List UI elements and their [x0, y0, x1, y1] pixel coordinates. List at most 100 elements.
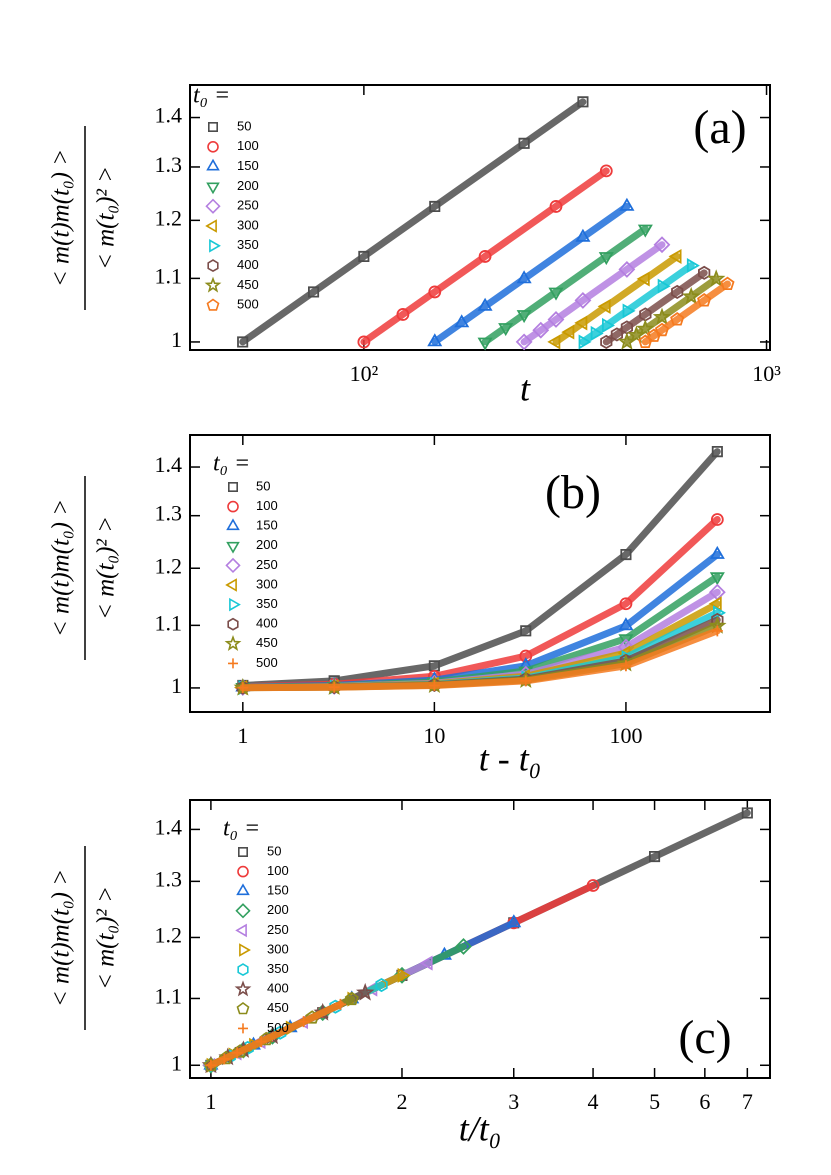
x-tick-label: 100 [609, 723, 642, 748]
plot-frame [189, 84, 771, 351]
legend-label: 200 [267, 902, 289, 917]
marker [586, 879, 600, 892]
marker [657, 278, 671, 294]
marker [298, 1016, 310, 1028]
legend-marker [225, 557, 241, 574]
x-tick-label: 10³ [752, 361, 781, 386]
marker [397, 967, 411, 983]
plot-frame [189, 434, 771, 713]
marker [698, 265, 711, 280]
y-tick-label: 1 [171, 673, 182, 698]
legend-label: 400 [237, 257, 259, 272]
legend-label: 500 [256, 655, 278, 670]
marker [516, 270, 532, 284]
panel-label: (b) [545, 466, 601, 519]
marker [708, 596, 722, 612]
marker [358, 250, 370, 262]
marker [741, 807, 753, 819]
legend-label: 200 [237, 178, 259, 193]
marker [574, 292, 592, 309]
y-label-numerator: < m(t)m(t₀) > [48, 149, 75, 287]
legend-marker [236, 883, 250, 896]
marker [598, 252, 614, 266]
marker [654, 322, 670, 337]
legend-marker [228, 482, 238, 492]
legend-marker [226, 518, 240, 531]
legend-label: 400 [267, 981, 289, 996]
legend-marker [227, 500, 239, 513]
y-tick-label: 1.3 [155, 866, 183, 891]
marker [637, 224, 653, 238]
marker [618, 634, 634, 648]
legend-label: 100 [256, 498, 278, 513]
legend-title: t₀ = [223, 816, 260, 842]
marker [602, 317, 615, 333]
marker [419, 955, 433, 971]
x-tick-label: 4 [588, 1089, 599, 1114]
series-band [579, 262, 695, 346]
legend-marker [204, 276, 222, 293]
y-tick-label: 1.3 [155, 152, 183, 177]
series-band [360, 167, 610, 346]
legend-marker [206, 158, 220, 171]
marker [344, 991, 359, 1006]
marker [506, 914, 522, 928]
panel: 1 10 100 1 1.1 1.2 1.3 1.4 t₀ = 50 100 150 200 250 300… [48, 434, 771, 778]
legend-label: 500 [237, 297, 259, 312]
y-label-denominator: < m(t₀)² > [93, 516, 120, 620]
y-axis-label: < m(t)m(t₀) > < m(t₀)² > [48, 126, 120, 310]
marker [547, 334, 561, 350]
marker [548, 287, 564, 301]
legend-marker [235, 903, 251, 919]
marker [578, 334, 592, 350]
legend-label: 350 [256, 596, 278, 611]
marker [255, 1036, 267, 1048]
legend-marker [224, 635, 242, 651]
legend-label: 450 [256, 635, 278, 650]
y-label-denominator: < m(t₀)² > [93, 166, 120, 270]
marker [396, 308, 410, 321]
marker [231, 1047, 243, 1059]
marker [427, 333, 443, 347]
y-tick-label: 1 [171, 1050, 182, 1075]
marker [619, 197, 635, 211]
marker [237, 682, 249, 694]
legend-label: 150 [267, 883, 289, 898]
marker [711, 625, 723, 637]
marker [697, 292, 712, 307]
y-tick-label: 1.3 [155, 501, 183, 526]
x-tick-label: 7 [742, 1089, 753, 1114]
legend-marker [206, 298, 220, 311]
marker [429, 200, 441, 212]
marker [477, 297, 493, 311]
panel-label: (a) [693, 101, 746, 154]
x-tick-label: 2 [396, 1089, 407, 1114]
y-tick-label: 1.4 [155, 814, 183, 839]
legend-marker [205, 198, 221, 214]
marker [618, 617, 634, 631]
marker [520, 625, 532, 637]
legend-label: 100 [237, 138, 259, 153]
legend-label: 50 [237, 118, 251, 133]
marker [708, 583, 726, 601]
series-band [207, 1000, 344, 1069]
marker [682, 286, 701, 305]
marker [686, 258, 700, 274]
marker [428, 285, 442, 299]
legend-label: 150 [237, 158, 259, 173]
marker [649, 851, 661, 863]
marker [334, 998, 346, 1010]
marker [620, 660, 632, 672]
marker [620, 549, 632, 561]
legend-marker [229, 597, 241, 612]
marker [575, 228, 591, 242]
legend-marker [236, 1002, 250, 1015]
series-band [239, 98, 587, 346]
marker [709, 545, 725, 559]
y-tick-label: 1.1 [155, 610, 183, 635]
y-tick-label: 1.1 [155, 263, 183, 288]
marker [428, 680, 440, 692]
plot-frame [189, 799, 771, 1079]
legend-label: 300 [237, 217, 259, 232]
